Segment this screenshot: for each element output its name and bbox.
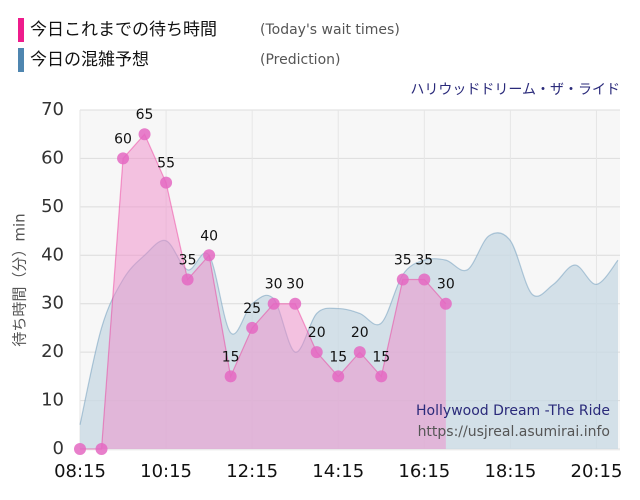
- subtitle: ハリウッドドリーム・ザ・ライド: [410, 82, 620, 98]
- data-label: 35: [179, 253, 197, 269]
- annotation: Hollywood Dream -The Ride: [416, 403, 610, 419]
- legend-label-en: (Today's wait times): [260, 22, 400, 38]
- data-label: 15: [222, 349, 240, 365]
- y-axis-label: 待ち時間（分）min: [11, 213, 29, 346]
- data-point: [138, 128, 151, 141]
- x-tick-label: 16:15: [398, 461, 450, 482]
- y-tick-label: 40: [41, 244, 64, 265]
- data-point: [310, 346, 323, 359]
- y-tick-label: 30: [41, 293, 64, 314]
- x-tick-label: 14:15: [312, 461, 364, 482]
- data-label: 20: [351, 325, 369, 341]
- y-tick-label: 10: [41, 390, 64, 411]
- x-tick-label: 10:15: [140, 461, 192, 482]
- data-label: 65: [136, 107, 154, 123]
- data-point: [95, 443, 108, 455]
- data-label: 15: [329, 349, 347, 365]
- data-label: 35: [394, 253, 412, 269]
- data-label: 35: [415, 253, 433, 269]
- data-label: 15: [372, 349, 390, 365]
- annotation: https://usjreal.asumirai.info: [418, 424, 610, 440]
- data-point: [418, 273, 431, 286]
- x-tick-label: 20:15: [571, 461, 623, 482]
- y-tick-label: 20: [41, 341, 64, 362]
- legend-label: 今日これまでの待ち時間: [30, 20, 217, 40]
- data-point: [224, 370, 237, 383]
- y-tick-label: 0: [53, 438, 64, 459]
- x-tick-label: 12:15: [226, 461, 278, 482]
- data-point: [289, 297, 302, 310]
- data-label: 30: [265, 277, 283, 293]
- y-tick-label: 70: [41, 99, 64, 120]
- data-point: [203, 249, 216, 262]
- data-point: [246, 321, 259, 334]
- data-point: [267, 297, 280, 310]
- data-point: [181, 273, 194, 286]
- data-point: [439, 297, 452, 310]
- data-point: [375, 370, 388, 383]
- x-tick-label: 18:15: [484, 461, 536, 482]
- data-point: [160, 176, 173, 189]
- data-label: 30: [437, 277, 455, 293]
- y-tick-label: 50: [41, 196, 64, 217]
- data-label: 25: [243, 301, 261, 317]
- legend-label: 今日の混雑予想: [30, 50, 149, 70]
- x-tick-label: 08:15: [54, 461, 106, 482]
- data-label: 40: [200, 228, 218, 244]
- data-point: [353, 346, 366, 359]
- data-point: [396, 273, 409, 286]
- data-point: [74, 443, 86, 455]
- y-tick-label: 60: [41, 147, 64, 168]
- data-label: 30: [286, 277, 304, 293]
- legend-label-en: (Prediction): [260, 52, 340, 68]
- data-point: [332, 370, 345, 383]
- data-label: 60: [114, 131, 132, 147]
- area-fill: [80, 134, 446, 449]
- legend-swatch: [18, 48, 24, 72]
- data-point: [117, 152, 130, 165]
- data-label: 55: [157, 156, 175, 172]
- data-label: 20: [308, 325, 326, 341]
- legend-swatch: [18, 18, 24, 42]
